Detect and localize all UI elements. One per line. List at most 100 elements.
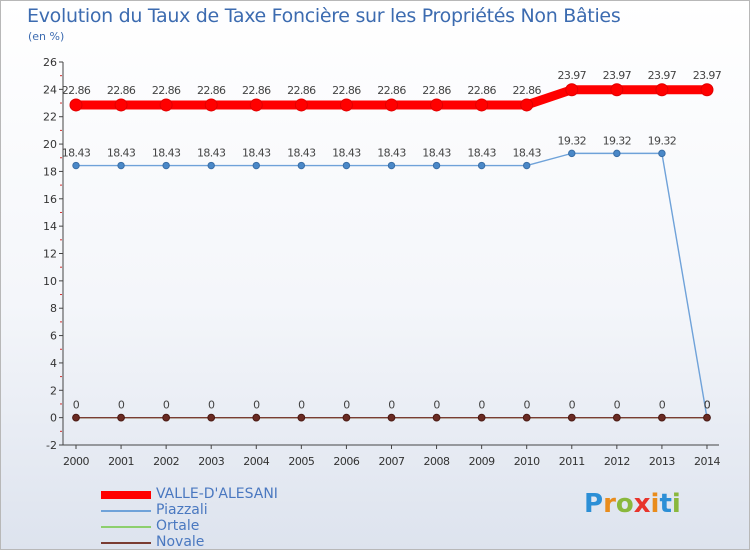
legend-swatch	[101, 542, 151, 544]
x-tick-label: 2007	[378, 455, 404, 468]
data-label: 18.43	[197, 147, 226, 160]
data-point	[162, 413, 171, 422]
data-point	[658, 413, 666, 422]
legend-swatch	[101, 491, 151, 499]
proxiti-logo: Proxiti	[584, 489, 681, 519]
data-point	[252, 413, 261, 422]
data-point	[249, 98, 263, 112]
y-tick-label: 4	[50, 357, 57, 370]
data-point	[204, 98, 218, 112]
data-point	[432, 413, 441, 422]
data-label: 0	[73, 399, 80, 412]
y-tick-label: 8	[50, 302, 57, 315]
data-label: 22.86	[107, 84, 136, 97]
x-tick-label: 2002	[153, 455, 179, 468]
legend-label: Ortale	[156, 518, 200, 534]
data-label: 22.86	[467, 84, 496, 97]
data-label: 0	[343, 399, 350, 412]
data-label: 22.86	[512, 84, 541, 97]
data-label: 18.43	[467, 147, 496, 160]
data-label: 18.43	[422, 147, 451, 160]
data-label: 18.43	[377, 147, 406, 160]
data-point	[565, 83, 579, 97]
data-label: 22.86	[197, 84, 226, 97]
legend-label: VALLE-D'ALESANI	[156, 486, 278, 502]
y-tick-label: 12	[43, 248, 57, 261]
y-tick-label: 24	[43, 83, 57, 96]
chart-title: Evolution du Taux de Taxe Foncière sur l…	[27, 5, 621, 27]
y-tick-label: 18	[43, 165, 57, 178]
data-label: 0	[118, 399, 125, 412]
data-label: 0	[704, 399, 711, 412]
x-tick-label: 2005	[288, 455, 314, 468]
y-tick-label: 26	[43, 56, 57, 69]
data-point	[294, 98, 308, 112]
series-line-1	[75, 152, 708, 419]
data-point	[568, 149, 576, 158]
data-point	[520, 98, 534, 112]
legend-swatch	[101, 510, 151, 512]
x-tick-label: 2006	[333, 455, 359, 468]
data-label: 22.86	[287, 84, 316, 97]
data-point	[522, 413, 531, 422]
data-label: 18.43	[152, 147, 181, 160]
data-label: 23.97	[558, 69, 587, 82]
logo-letter: t	[659, 489, 672, 519]
x-tick-label: 2000	[63, 455, 89, 468]
data-label: 18.43	[242, 147, 271, 160]
y-tick-label: -2	[46, 439, 57, 452]
x-tick-label: 2001	[108, 455, 134, 468]
data-point	[297, 161, 306, 170]
data-label: 19.32	[603, 134, 632, 147]
y-tick-label: 22	[43, 111, 57, 124]
data-label: 19.32	[558, 134, 587, 147]
data-point	[430, 98, 444, 112]
data-label: 18.43	[512, 147, 541, 160]
x-tick-label: 2010	[514, 455, 540, 468]
data-label: 0	[253, 399, 260, 412]
x-tick-label: 2013	[649, 455, 675, 468]
data-label: 0	[478, 399, 485, 412]
data-point	[207, 413, 216, 422]
data-label: 0	[208, 399, 215, 412]
data-label: 0	[704, 399, 711, 412]
data-point	[567, 413, 576, 422]
data-label: 23.97	[648, 69, 677, 82]
data-point	[117, 161, 125, 170]
data-label: 23.97	[693, 69, 722, 82]
data-point	[475, 98, 489, 112]
data-point	[658, 149, 666, 158]
data-label: 19.32	[648, 134, 677, 147]
data-point	[387, 161, 396, 170]
data-label: 0	[433, 399, 440, 412]
logo-letter: x	[633, 489, 651, 519]
x-tick-label: 2004	[243, 455, 269, 468]
x-tick-label: 2008	[424, 455, 450, 468]
data-point	[477, 413, 486, 422]
data-point	[72, 413, 80, 422]
data-label: 0	[614, 399, 621, 412]
data-point	[610, 83, 624, 97]
data-point	[384, 98, 398, 112]
y-tick-label: 20	[43, 138, 57, 151]
data-point	[612, 413, 621, 422]
data-point	[114, 98, 128, 112]
data-label: 0	[659, 399, 666, 412]
y-tick-label: 16	[43, 193, 57, 206]
x-tick-label: 2011	[559, 455, 585, 468]
data-point	[523, 161, 531, 170]
data-point	[613, 149, 621, 158]
logo-letter: i	[650, 489, 660, 519]
data-point	[159, 98, 173, 112]
data-point	[342, 161, 351, 170]
data-label: 22.86	[422, 84, 451, 97]
y-tick-label: 10	[43, 275, 57, 288]
logo-letter: r	[603, 489, 616, 519]
y-tick-label: 6	[50, 330, 57, 343]
y-tick-label: 0	[50, 412, 57, 425]
data-label: 22.86	[377, 84, 406, 97]
data-point	[700, 83, 714, 97]
x-tick-label: 2003	[198, 455, 224, 468]
